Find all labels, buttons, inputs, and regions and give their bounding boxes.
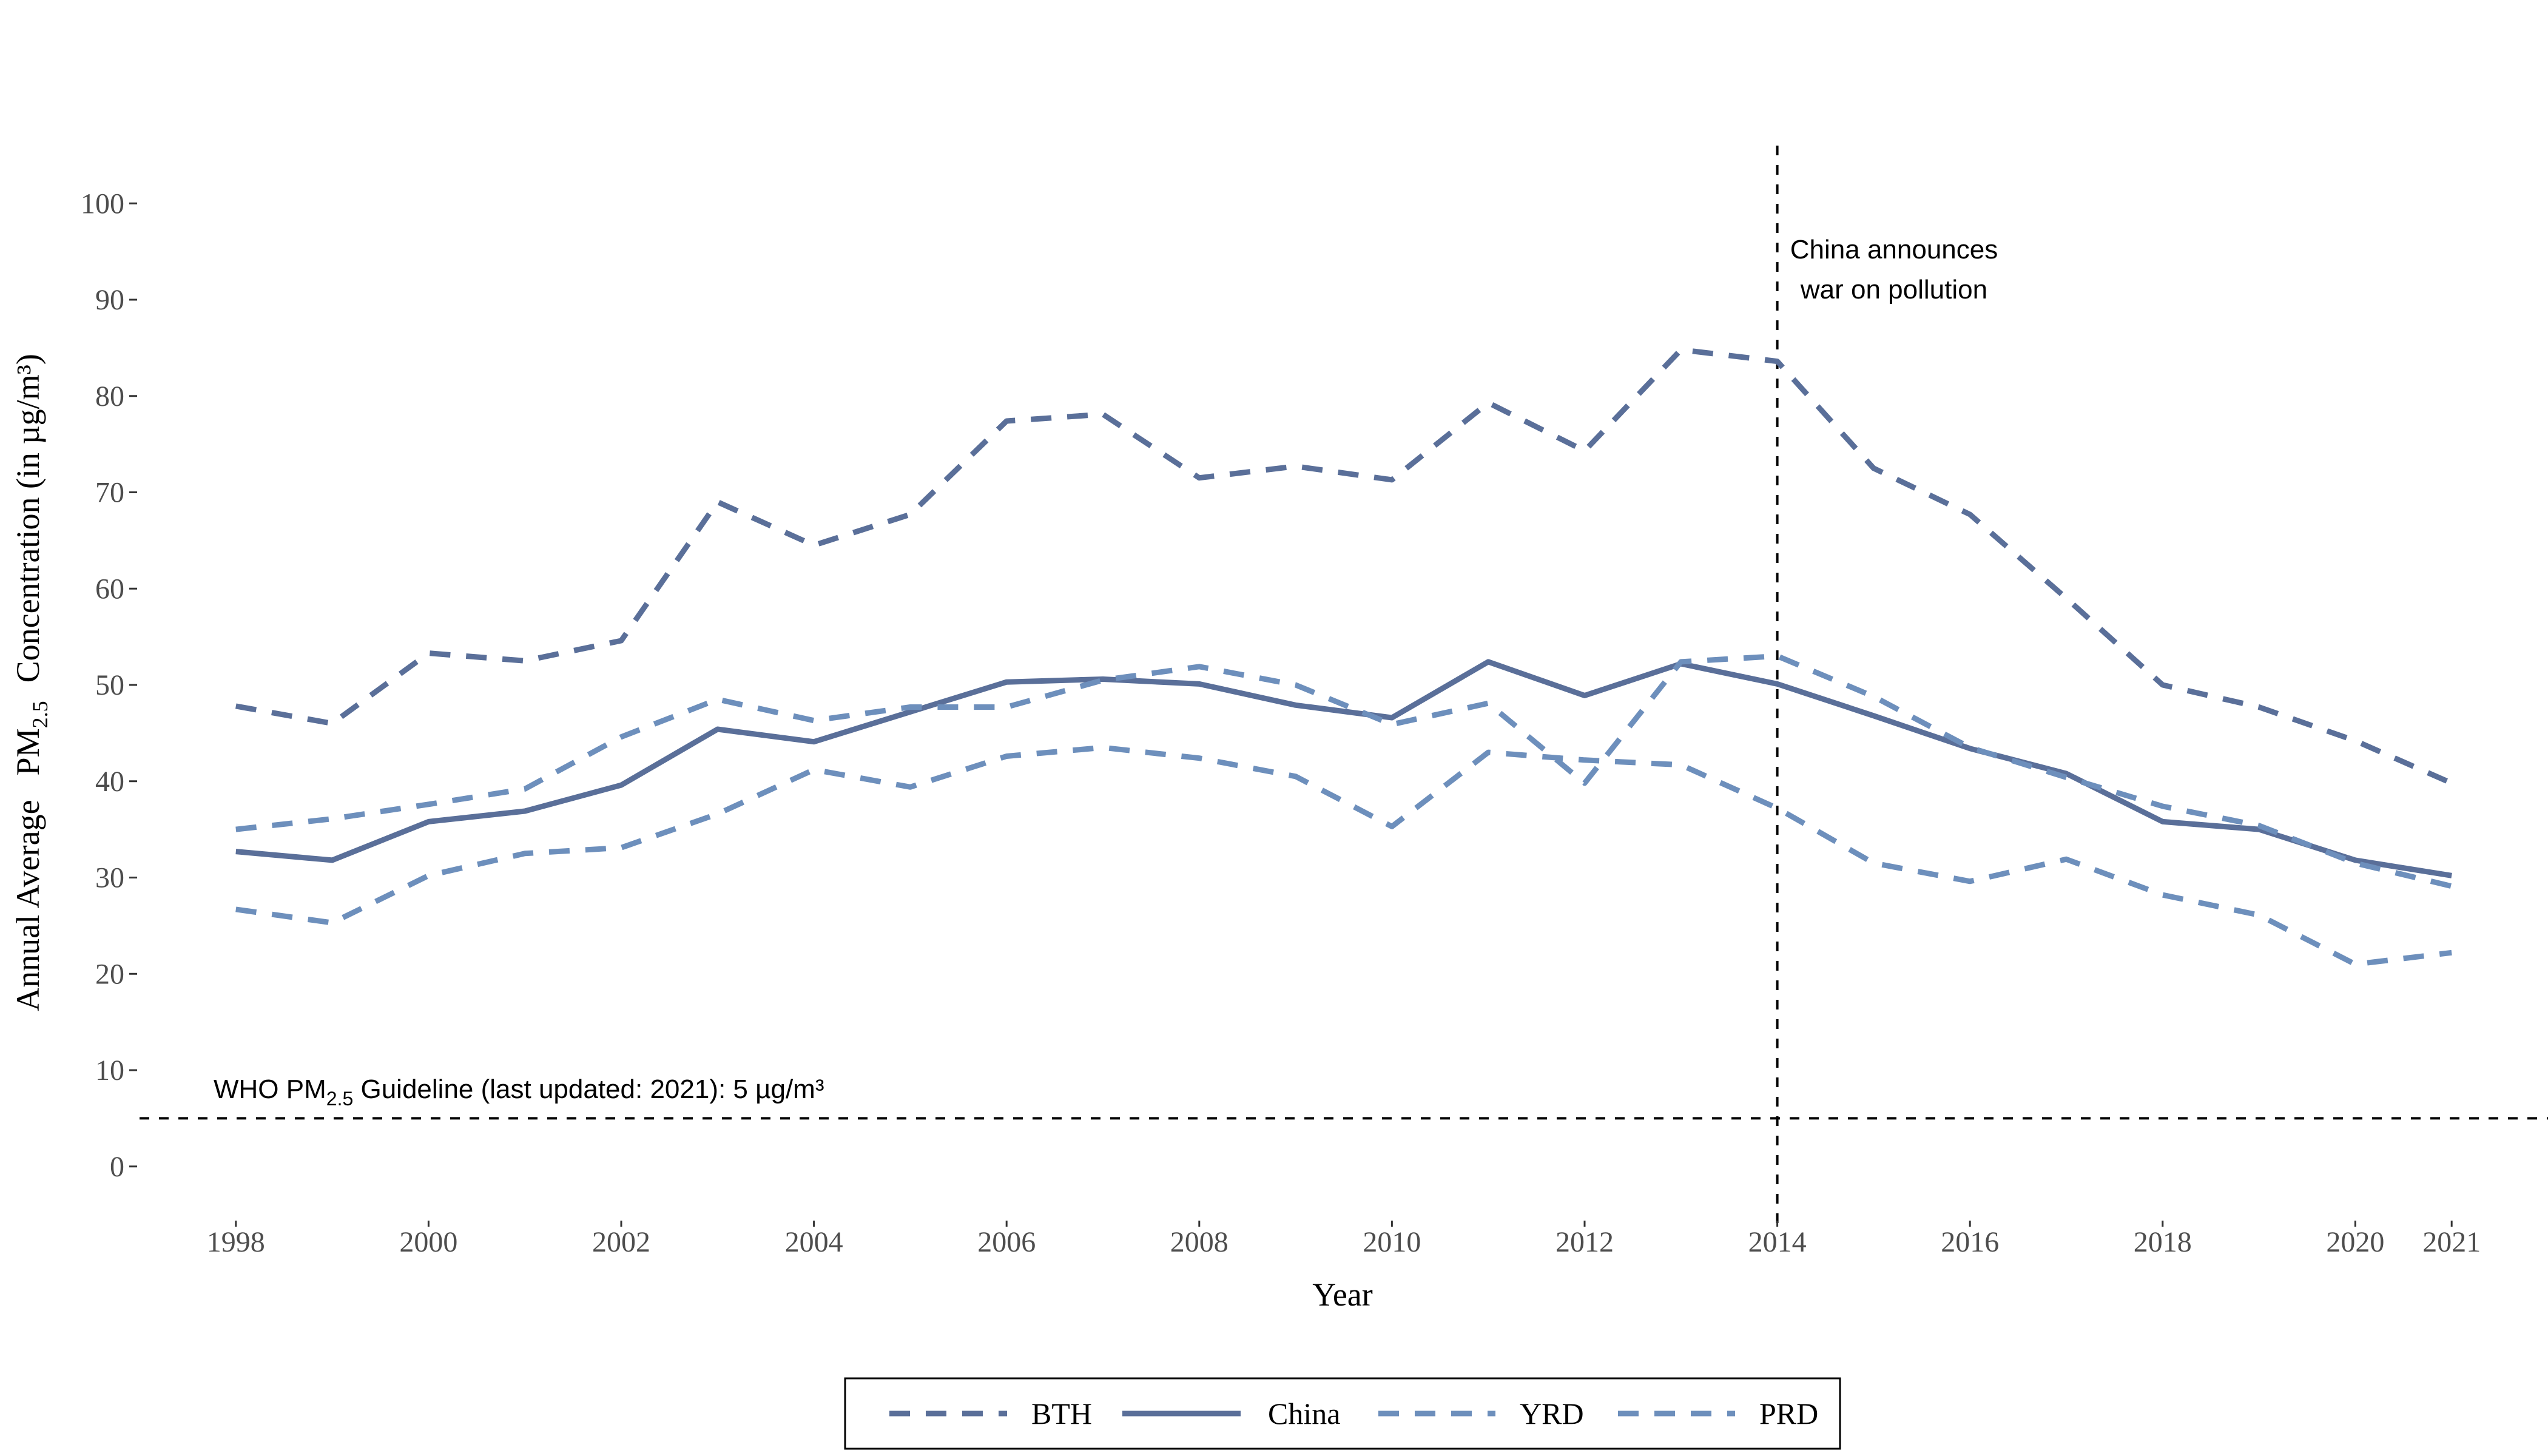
- x-tick-label: 2016: [1941, 1226, 1999, 1258]
- x-tick-label: 2000: [399, 1226, 457, 1258]
- x-tick-label: 2012: [1555, 1226, 1614, 1258]
- legend-label-prd: PRD: [1759, 1397, 1818, 1431]
- policy-annotation-line2: war on pollution: [1800, 275, 1987, 305]
- y-tick-label: 0: [110, 1151, 124, 1183]
- y-axis-title: Annual Average PM2.5 Concentration (in µg/…: [10, 354, 52, 1011]
- legend-label-yrd: YRD: [1520, 1397, 1584, 1431]
- y-axis: 0 10 20 30 40 50 60 70 80 90 100: [81, 187, 137, 1183]
- y-tick-label: 30: [95, 862, 124, 894]
- y-tick-label: 50: [95, 669, 124, 701]
- y-axis-title-pm: PM: [10, 728, 46, 775]
- y-axis-title-prefix: Annual Average: [10, 800, 46, 1011]
- series-line-bth: [235, 347, 2453, 786]
- series-line-prd: [235, 744, 2452, 967]
- x-tick-label: 2018: [2134, 1226, 2192, 1258]
- x-tick-label: 2021: [2422, 1226, 2481, 1258]
- x-axis: 1998 2000 2002 2004 2006 2008 2010 2012 2014 2016…: [207, 1221, 2481, 1258]
- who-annotation-suffix: Guideline (last updated: 2021): 5 µg/m³: [353, 1074, 824, 1104]
- x-axis-title: Year: [1312, 1276, 1373, 1313]
- x-tick-label: 2014: [1748, 1226, 1807, 1258]
- y-axis-title-suffix: Concentration (in µg/m³): [10, 354, 46, 682]
- y-tick-label: 90: [95, 284, 124, 316]
- policy-annotation-line1: China announces: [1790, 235, 1998, 265]
- legend-label-bth: BTH: [1031, 1397, 1092, 1431]
- legend: BTH China YRD PRD: [844, 1377, 1841, 1450]
- x-tick-label: 2002: [592, 1226, 650, 1258]
- x-tick-label: 2004: [785, 1226, 843, 1258]
- y-tick-label: 70: [95, 477, 124, 509]
- x-tick-label: 2008: [1170, 1226, 1228, 1258]
- reference-lines: [140, 146, 2548, 1224]
- who-annotation-sub: 2.5: [326, 1088, 353, 1110]
- y-tick-label: 20: [95, 958, 124, 990]
- x-tick-label: 2006: [977, 1226, 1036, 1258]
- y-tick-label: 60: [95, 573, 124, 605]
- y-tick-label: 40: [95, 766, 124, 798]
- who-guideline-annotation: WHO PM2.5 Guideline (last updated: 2021)…: [214, 1074, 824, 1110]
- series-line-china: [235, 659, 2452, 878]
- legend-label-china: China: [1268, 1397, 1340, 1431]
- x-tick-label: 1998: [207, 1226, 265, 1258]
- x-tick-label: 2020: [2326, 1226, 2384, 1258]
- series-lines: [235, 347, 2453, 967]
- y-tick-label: 100: [81, 187, 124, 220]
- x-tick-label: 2010: [1363, 1226, 1421, 1258]
- series-line-yrd: [235, 653, 2453, 889]
- y-tick-label: 80: [95, 380, 124, 413]
- who-annotation-prefix: WHO PM: [214, 1074, 326, 1104]
- y-tick-label: 10: [95, 1054, 124, 1087]
- y-axis-title-pm-sub: 2.5: [28, 701, 52, 728]
